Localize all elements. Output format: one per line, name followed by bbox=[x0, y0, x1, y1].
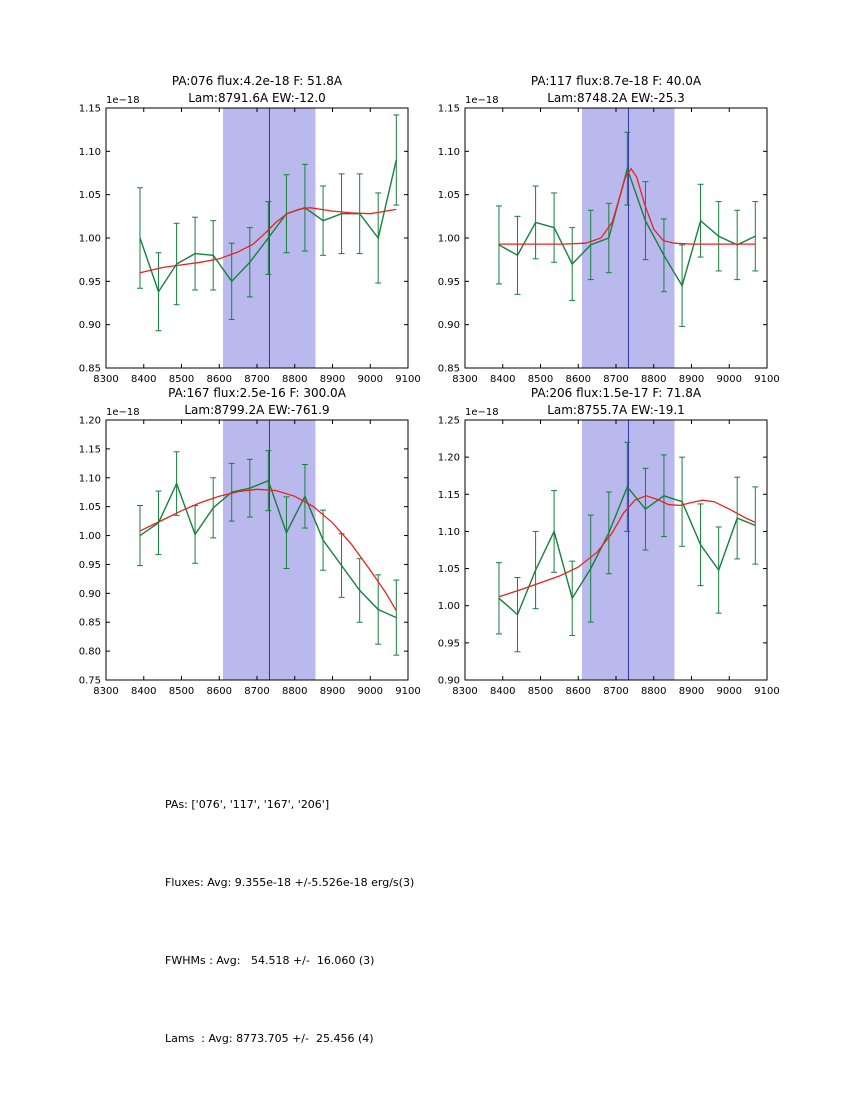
y-tick-label: 1.00 bbox=[438, 234, 460, 245]
x-tick-label: 8300 bbox=[452, 374, 477, 385]
x-tick-label: 8900 bbox=[320, 374, 345, 385]
y-tick-label: 1.05 bbox=[79, 502, 101, 513]
x-tick-label: 8600 bbox=[207, 374, 232, 385]
y-tick-label: 0.85 bbox=[79, 364, 101, 375]
y-tick-label: 0.90 bbox=[79, 320, 101, 331]
x-tick-label: 8600 bbox=[566, 686, 591, 697]
y-tick-label: 1.00 bbox=[79, 234, 101, 245]
spectrum-line bbox=[139, 159, 397, 294]
y-tick-label: 1.00 bbox=[438, 601, 460, 612]
y-tick-label: 0.90 bbox=[438, 676, 460, 687]
x-tick-label: 9000 bbox=[358, 374, 383, 385]
y-tick-label: 0.95 bbox=[79, 560, 101, 571]
fit-line bbox=[499, 167, 756, 245]
x-tick-label: 8300 bbox=[452, 686, 477, 697]
plot-title-line2: Lam:8748.2A EW:-25.3 bbox=[547, 91, 685, 105]
x-tick-label: 9000 bbox=[717, 686, 742, 697]
y-tick-label: 0.90 bbox=[79, 589, 101, 600]
plot-title-line1: PA:076 flux:4.2e-18 F: 51.8A bbox=[172, 74, 343, 88]
subplot-pa167: PA:167 flux:2.5e-16 F: 300.0A Lam:8799.2A… bbox=[79, 386, 421, 697]
y-tick-label: 0.85 bbox=[438, 364, 460, 375]
y-tick-label: 1.05 bbox=[438, 564, 460, 575]
x-tick-label: 8400 bbox=[490, 374, 515, 385]
y-tick-label: 0.95 bbox=[79, 277, 101, 288]
x-tick-label: 8800 bbox=[282, 374, 307, 385]
plot-title-line1: PA:167 flux:2.5e-16 F: 300.0A bbox=[168, 386, 347, 400]
x-tick-label: 9100 bbox=[395, 374, 420, 385]
summary-line-pas: PAs: ['076', '117', '167', '206'] bbox=[165, 798, 330, 811]
plot-title-line1: PA:206 flux:1.5e-17 F: 71.8A bbox=[531, 386, 702, 400]
x-tick-label: 8600 bbox=[566, 374, 591, 385]
x-tick-label: 8600 bbox=[207, 686, 232, 697]
y-tick-label: 1.10 bbox=[79, 473, 101, 484]
x-tick-label: 9000 bbox=[358, 686, 383, 697]
x-tick-label: 9100 bbox=[395, 686, 420, 697]
y-tick-label: 1.15 bbox=[79, 104, 101, 115]
summary-line-lams: Lams : Avg: 8773.705 +/- 25.456 (4) bbox=[165, 1032, 374, 1045]
x-tick-label: 8700 bbox=[603, 686, 628, 697]
y-tick-label: 1.05 bbox=[79, 190, 101, 201]
y-tick-label: 0.85 bbox=[79, 618, 101, 629]
y-tick-label: 1.15 bbox=[79, 444, 101, 455]
summary-block: PAs: ['076', '117', '167', '206'] Fluxes… bbox=[165, 740, 414, 1100]
y-tick-label: 1.20 bbox=[79, 416, 101, 427]
x-tick-label: 8500 bbox=[528, 374, 553, 385]
y-tick-label: 1.10 bbox=[438, 527, 460, 538]
y-tick-label: 1.10 bbox=[438, 147, 460, 158]
y-tick-label: 0.75 bbox=[79, 676, 101, 687]
x-tick-label: 9100 bbox=[754, 374, 779, 385]
summary-line-fwhms: FWHMs : Avg: 54.518 +/- 16.060 (3) bbox=[165, 954, 375, 967]
x-tick-label: 9000 bbox=[717, 374, 742, 385]
y-tick-label: 0.80 bbox=[79, 647, 101, 658]
spectrum-line bbox=[498, 485, 756, 616]
y-tick-label: 0.95 bbox=[438, 638, 460, 649]
x-tick-label: 8400 bbox=[131, 686, 156, 697]
y-tick-label: 1.15 bbox=[438, 104, 460, 115]
x-tick-label: 8500 bbox=[528, 686, 553, 697]
x-tick-label: 9100 bbox=[754, 686, 779, 697]
x-tick-label: 8700 bbox=[244, 374, 269, 385]
x-tick-label: 8500 bbox=[169, 686, 194, 697]
fit-line bbox=[498, 495, 756, 598]
subplot-pa206: PA:206 flux:1.5e-17 F: 71.8A Lam:8755.7A … bbox=[438, 386, 780, 697]
y-tick-label: 1.10 bbox=[79, 147, 101, 158]
x-tick-label: 8800 bbox=[641, 686, 666, 697]
plot-title-line1: PA:117 flux:8.7e-18 F: 40.0A bbox=[531, 74, 702, 88]
x-tick-label: 8700 bbox=[603, 374, 628, 385]
y-axis-offset-label: 1e−18 bbox=[465, 95, 499, 106]
y-tick-label: 1.20 bbox=[438, 453, 460, 464]
y-axis-offset-label: 1e−18 bbox=[106, 407, 140, 418]
y-tick-label: 0.95 bbox=[438, 277, 460, 288]
spectrum-line bbox=[498, 166, 756, 288]
summary-line-fluxes: Fluxes: Avg: 9.355e-18 +/-5.526e-18 erg/… bbox=[165, 876, 415, 889]
plot-title-line2: Lam:8755.7A EW:-19.1 bbox=[547, 403, 685, 417]
plot-title-line2: Lam:8799.2A EW:-761.9 bbox=[184, 403, 329, 417]
y-tick-label: 1.00 bbox=[79, 531, 101, 542]
x-tick-label: 8400 bbox=[131, 374, 156, 385]
y-tick-label: 1.25 bbox=[438, 416, 460, 427]
x-tick-label: 8400 bbox=[490, 686, 515, 697]
fit-line bbox=[139, 207, 397, 274]
y-tick-label: 1.05 bbox=[438, 190, 460, 201]
x-tick-label: 8300 bbox=[93, 374, 118, 385]
x-tick-label: 8900 bbox=[679, 374, 704, 385]
x-tick-label: 8500 bbox=[169, 374, 194, 385]
spectrum-line bbox=[139, 479, 397, 619]
x-tick-label: 8800 bbox=[282, 686, 307, 697]
x-tick-label: 8800 bbox=[641, 374, 666, 385]
y-tick-label: 1.15 bbox=[438, 490, 460, 501]
subplot-pa117: PA:117 flux:8.7e-18 F: 40.0A Lam:8748.2A … bbox=[438, 74, 780, 385]
x-tick-label: 8900 bbox=[320, 686, 345, 697]
y-tick-label: 0.90 bbox=[438, 320, 460, 331]
subplot-pa076: PA:076 flux:4.2e-18 F: 51.8A Lam:8791.6A … bbox=[79, 74, 421, 385]
x-tick-label: 8900 bbox=[679, 686, 704, 697]
plot-title-line2: Lam:8791.6A EW:-12.0 bbox=[188, 91, 326, 105]
y-axis-offset-label: 1e−18 bbox=[106, 95, 140, 106]
fit-line bbox=[139, 488, 397, 612]
y-axis-offset-label: 1e−18 bbox=[465, 407, 499, 418]
x-tick-label: 8700 bbox=[244, 686, 269, 697]
x-tick-label: 8300 bbox=[93, 686, 118, 697]
